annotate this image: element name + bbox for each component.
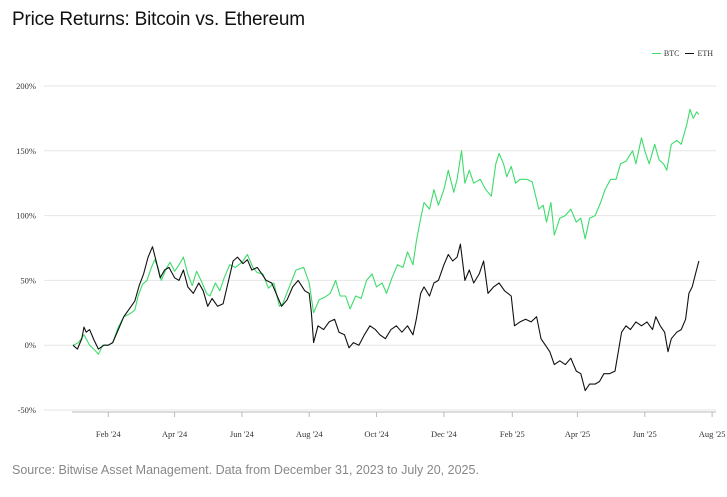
x-axis: Feb '24 Apr '24 Jun '24 Aug '24 Oct '24 Dec '… bbox=[72, 411, 726, 439]
series-line-btc bbox=[72, 108, 700, 355]
y-tick-label: 0% bbox=[25, 340, 36, 350]
x-tick-label: Aug '24 bbox=[296, 429, 324, 439]
source-note: Source: Bitwise Asset Management. Data f… bbox=[12, 463, 479, 477]
legend-swatch-eth bbox=[685, 53, 695, 54]
grid-lines bbox=[44, 85, 716, 411]
legend-swatch-btc bbox=[651, 53, 661, 54]
legend-label-eth: ETH bbox=[697, 49, 713, 58]
x-tick-label: Jun '24 bbox=[230, 429, 255, 439]
x-tick-label: Jun '25 bbox=[633, 429, 657, 439]
series-line-eth bbox=[72, 243, 700, 392]
x-tick-label: Dec '24 bbox=[431, 429, 458, 439]
x-tick-label: Feb '24 bbox=[96, 429, 122, 439]
legend-label-btc: BTC bbox=[663, 49, 680, 58]
x-tick-label: Apr '24 bbox=[162, 429, 188, 439]
series-lines bbox=[72, 108, 700, 392]
legend-item-eth: ETH bbox=[685, 49, 713, 58]
y-axis-ticks: 200% 150% 100% 50% 0% -50% bbox=[16, 81, 36, 415]
x-tick-label: Oct '24 bbox=[364, 429, 389, 439]
x-tick-label: Aug '25 bbox=[699, 429, 726, 439]
x-tick-label: Feb '25 bbox=[500, 429, 525, 439]
chart-legend: BTC ETH bbox=[651, 49, 713, 58]
chart-title: Price Returns: Bitcoin vs. Ethereum bbox=[12, 9, 305, 30]
y-tick-label: -50% bbox=[18, 405, 36, 415]
legend-item-btc: BTC bbox=[651, 49, 680, 58]
x-tick-label: Apr '25 bbox=[565, 429, 590, 439]
y-tick-label: 50% bbox=[20, 275, 36, 285]
y-tick-label: 200% bbox=[16, 81, 36, 91]
y-tick-label: 150% bbox=[16, 146, 36, 156]
y-tick-label: 100% bbox=[16, 211, 36, 221]
